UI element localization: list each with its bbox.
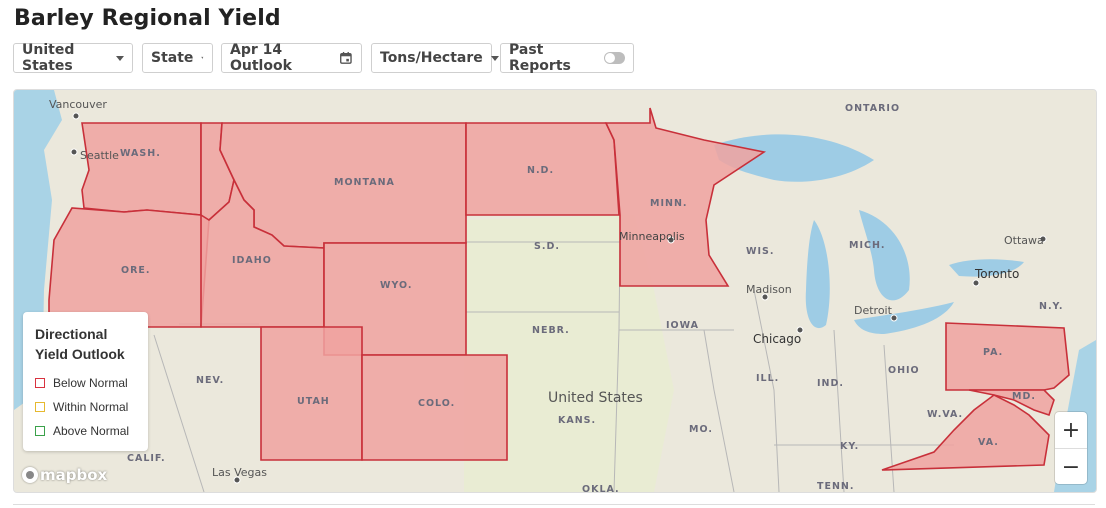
label-mo: MO. — [689, 424, 713, 435]
country-label: United States — [548, 390, 643, 406]
label-nev: NEV. — [196, 375, 224, 386]
state-labels: WASH. MONTANA N.D. MINN. ORE. IDAHO WYO.… — [120, 103, 1063, 492]
label-montana: MONTANA — [334, 177, 395, 188]
lake-huron — [859, 210, 910, 301]
past-reports-label: Past Reports — [509, 42, 571, 74]
city-minneapolis: Minneapolis — [619, 230, 685, 243]
level-filter[interactable]: State — [142, 43, 213, 73]
label-ind: IND. — [817, 378, 844, 389]
state-colorado — [361, 354, 508, 461]
label-kans: KANS. — [558, 415, 596, 426]
state-utah — [260, 326, 363, 461]
lake-ontario — [949, 259, 1024, 277]
zoom-out-button[interactable]: − — [1055, 448, 1087, 485]
city-seattle: Seattle — [80, 149, 119, 162]
label-okla: OKLA. — [582, 484, 620, 492]
country-select-label: United States — [22, 42, 75, 74]
legend-swatch — [35, 426, 45, 436]
label-tenn: TENN. — [817, 481, 854, 492]
label-colo: COLO. — [418, 398, 455, 409]
units-select[interactable]: Tons/Hectare — [371, 43, 499, 73]
map-legend: Directional Yield Outlook Below Normal W… — [23, 312, 148, 451]
label-nebr: NEBR. — [532, 325, 570, 336]
legend-label: Within Normal — [53, 400, 129, 414]
legend-swatch — [35, 378, 45, 388]
country-select[interactable]: United States — [13, 42, 133, 74]
label-ill: ILL. — [756, 373, 779, 384]
state-pennsylvania — [945, 322, 1070, 391]
mapbox-logo[interactable]: mapbox — [22, 466, 107, 484]
label-wva: W.VA. — [927, 409, 963, 420]
state-minnesota — [604, 107, 767, 287]
legend-title: Directional Yield Outlook — [35, 326, 125, 362]
label-utah: UTAH — [297, 396, 330, 407]
chevron-down-icon — [490, 55, 499, 61]
city-vancouver: Vancouver — [49, 98, 107, 111]
label-ore: ORE. — [121, 265, 151, 276]
city-labels: Vancouver Seattle Minneapolis Madison Ch… — [49, 98, 1044, 479]
label-ny: N.Y. — [1039, 301, 1063, 312]
filter-icon — [201, 56, 204, 60]
past-reports-toggle[interactable]: Past Reports — [500, 42, 634, 74]
label-va: VA. — [978, 437, 999, 448]
lake-superior — [714, 134, 874, 182]
label-wis: WIS. — [746, 246, 774, 257]
lake-erie — [854, 302, 954, 334]
legend-item-above: Above Normal — [35, 419, 148, 443]
legend-label: Above Normal — [53, 424, 130, 438]
zoom-control: + − — [1055, 412, 1087, 484]
label-pa: PA. — [983, 347, 1003, 358]
state-washington — [81, 122, 202, 216]
date-picker-label: Apr 14 Outlook — [230, 42, 292, 74]
state-virginia — [881, 394, 1050, 471]
map-container[interactable]: WASH. MONTANA N.D. MINN. ORE. IDAHO WYO.… — [13, 89, 1097, 493]
chevron-down-icon — [116, 55, 124, 61]
label-idaho: IDAHO — [232, 255, 272, 266]
divider — [13, 504, 1095, 505]
label-mich: MICH. — [849, 240, 886, 251]
city-dots — [70, 112, 1047, 484]
label-ky: KY. — [840, 441, 859, 452]
date-picker[interactable]: Apr 14 Outlook — [221, 42, 362, 74]
zoom-in-button[interactable]: + — [1061, 417, 1081, 443]
label-wash: WASH. — [120, 148, 161, 159]
mapbox-label: mapbox — [40, 466, 108, 484]
label-nd: N.D. — [527, 165, 554, 176]
label-md: MD. — [1012, 391, 1036, 402]
legend-item-below: Below Normal — [35, 371, 148, 395]
highlighted-states — [48, 107, 1070, 471]
city-madison: Madison — [746, 283, 792, 296]
calendar-icon — [340, 51, 352, 64]
label-sd: S.D. — [534, 241, 560, 252]
legend-item-within: Within Normal — [35, 395, 148, 419]
level-filter-label: State — [151, 50, 194, 66]
city-las-vegas: Las Vegas — [212, 466, 267, 479]
label-calif: CALIF. — [127, 453, 166, 464]
label-ontario: ONTARIO — [845, 103, 900, 114]
city-ottawa: Ottawa — [1004, 234, 1044, 247]
map-canvas[interactable]: WASH. MONTANA N.D. MINN. ORE. IDAHO WYO.… — [14, 90, 1096, 492]
label-ohio: OHIO — [888, 365, 920, 376]
toggle-switch-icon[interactable] — [604, 52, 625, 64]
label-minn: MINN. — [650, 198, 688, 209]
city-detroit: Detroit — [854, 304, 893, 317]
page-title: Barley Regional Yield — [14, 6, 281, 31]
city-chicago: Chicago — [753, 332, 801, 346]
lake-michigan — [805, 220, 830, 329]
city-toronto: Toronto — [974, 267, 1019, 281]
mapbox-icon — [22, 467, 38, 483]
units-select-label: Tons/Hectare — [380, 50, 483, 66]
legend-label: Below Normal — [53, 376, 128, 390]
legend-swatch — [35, 402, 45, 412]
label-wyo: WYO. — [380, 280, 413, 291]
label-iowa: IOWA — [666, 320, 699, 331]
